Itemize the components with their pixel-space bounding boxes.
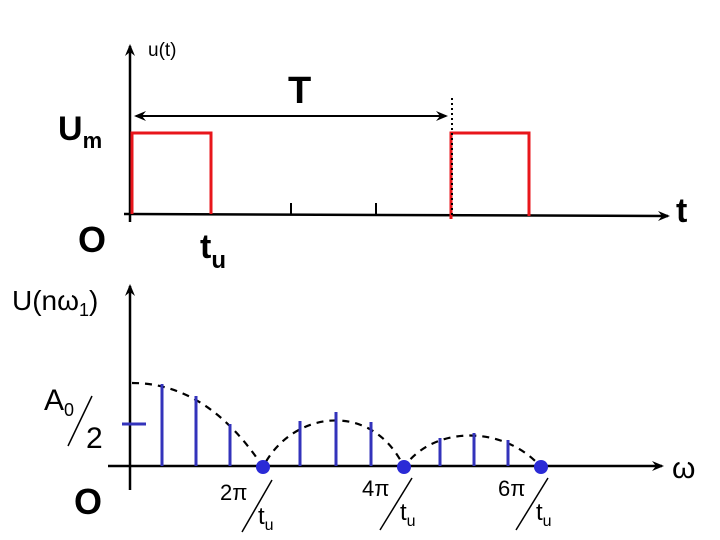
pulse-1 <box>130 131 213 214</box>
zero-mark-numerator: 2π <box>220 480 247 505</box>
a0-label: A0 <box>44 384 74 420</box>
amplitude-label: Um <box>58 110 102 153</box>
zero-mark-denominator: tu <box>258 503 274 534</box>
top-x-axis <box>123 210 670 221</box>
top-y-axis-label: u(t) <box>148 40 177 61</box>
top-origin-label: O <box>78 219 106 260</box>
zero-crossing-dot <box>397 460 411 474</box>
bottom-plot: U(nω1) ω O A0 2 2π <box>12 284 695 534</box>
a0-fraction-slash <box>67 395 93 447</box>
zero-crossing-dot <box>256 460 270 474</box>
pulse-2 <box>449 131 531 219</box>
zero-mark-1: 2π tu <box>220 479 274 534</box>
zero-mark-numerator: 4π <box>362 476 389 501</box>
zero-mark-denominator: tu <box>400 499 416 530</box>
zero-mark-2: 4π tu <box>362 476 416 531</box>
pulse-width-label: tu <box>200 228 226 274</box>
zero-crossing-dot <box>534 460 548 474</box>
period-label: T <box>288 70 311 112</box>
zero-mark-slash <box>379 477 413 531</box>
bottom-origin-label: O <box>74 481 102 522</box>
top-x-axis-label: t <box>676 192 687 230</box>
spectrum-envelope <box>131 381 542 470</box>
top-plot: u(t) t Um O T tu <box>58 40 687 274</box>
zero-mark-slash <box>515 477 549 531</box>
spectral-lines <box>160 384 510 466</box>
a0-denominator: 2 <box>86 422 103 455</box>
zero-mark-numerator: 6π <box>498 476 525 501</box>
bottom-y-axis-label: U(nω1) <box>12 285 98 320</box>
zero-mark-slash <box>241 479 273 533</box>
zero-mark-3: 6π tu <box>498 476 552 531</box>
bottom-x-axis-label: ω <box>672 452 695 485</box>
zero-mark-denominator: tu <box>536 499 552 530</box>
